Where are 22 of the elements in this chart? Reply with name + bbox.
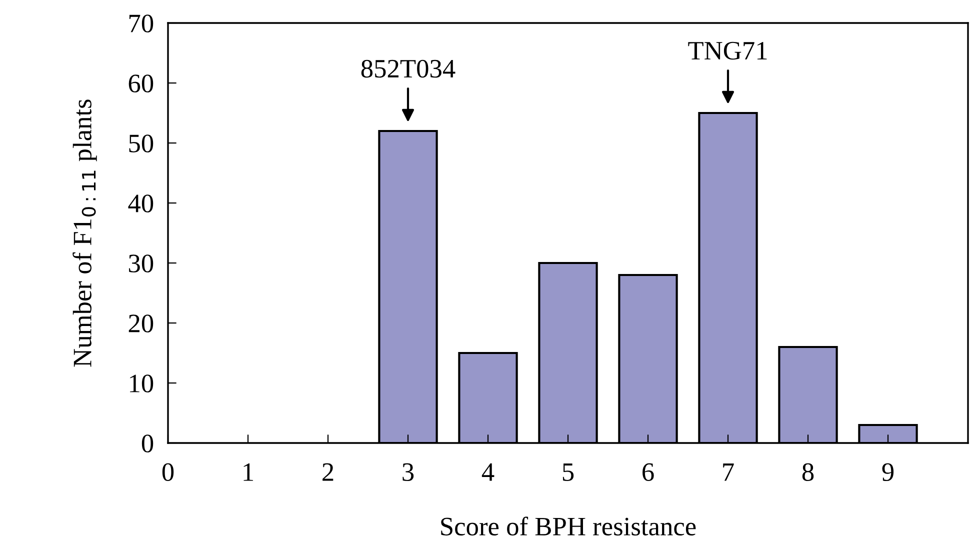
- x-axis-title: Score of BPH resistance: [441, 516, 696, 536]
- x-tick-label: 8: [802, 463, 814, 482]
- x-tick-label: 3: [402, 463, 414, 482]
- x-tick-label: 4: [482, 463, 494, 481]
- x-tick-label: 0: [162, 463, 174, 482]
- y-axis-title: Number of F1$_{0:11}$ plants: [72, 100, 97, 367]
- y-tick-label: 60: [128, 74, 154, 92]
- x-tick-label: 5: [562, 463, 574, 482]
- x-tick-label: 1: [244, 463, 254, 481]
- y-tick-label: 10: [130, 374, 154, 392]
- x-tick-label: 2: [322, 463, 334, 481]
- x-tick-label: 9: [882, 463, 894, 482]
- x-tick-label: 7: [723, 463, 734, 481]
- y-tick-label: 0: [142, 434, 154, 452]
- annotation: 852T034: [361, 60, 456, 78]
- y-tick-label: 50: [129, 134, 154, 152]
- x-tick-label: 6: [642, 463, 654, 482]
- y-tick-label: 70: [129, 14, 154, 32]
- y-tick-label: 40: [128, 194, 154, 212]
- y-tick-label: 20: [128, 314, 154, 332]
- annotation: TNG71: [688, 42, 767, 60]
- y-tick-label: 30: [128, 254, 154, 272]
